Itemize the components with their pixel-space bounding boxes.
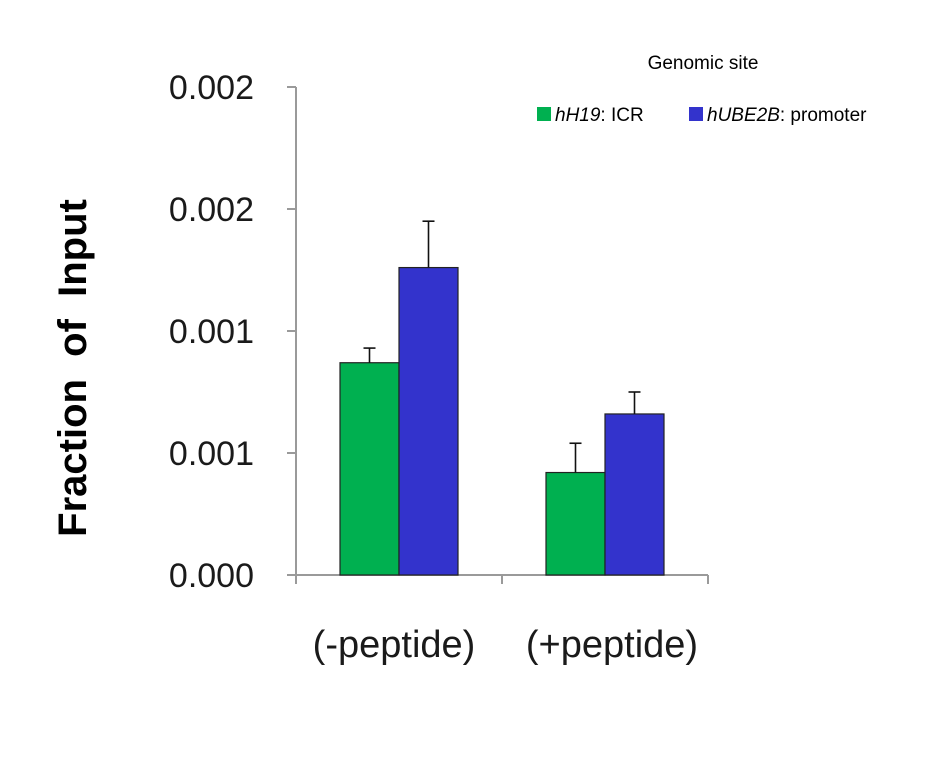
x-category-labels: (-peptide) (+peptide) [313, 624, 698, 666]
y-tick-labels: 0.000 0.001 0.001 0.002 0.002 [169, 69, 254, 595]
y-axis-label: Fraction of Input [51, 199, 95, 537]
x-category-label: (+peptide) [526, 624, 698, 666]
x-axis [287, 574, 709, 584]
y-tick-label: 0.001 [169, 313, 254, 351]
bar-hube2b-1 [398, 266, 459, 576]
error-bars [363, 220, 641, 473]
legend-label: hH19: ICR [555, 105, 644, 126]
bar-hh19-1 [339, 362, 400, 576]
bars [339, 266, 665, 576]
legend-swatch [689, 107, 703, 121]
legend-label: hUBE2B: promoter [707, 105, 867, 126]
x-category-label: (-peptide) [313, 624, 476, 666]
bar-hube2b-2 [604, 413, 665, 576]
legend-swatch [537, 107, 551, 121]
y-axis [287, 86, 297, 576]
legend-title: Genomic site [648, 53, 759, 74]
y-tick-label: 0.002 [169, 69, 254, 107]
bar-hh19-2 [545, 471, 606, 576]
y-tick-label: 0.001 [169, 435, 254, 473]
y-tick-label: 0.000 [169, 557, 254, 595]
y-tick-label: 0.002 [169, 191, 254, 229]
legend: Genomic site hH19: ICR hUBE2B: promoter [537, 53, 867, 126]
